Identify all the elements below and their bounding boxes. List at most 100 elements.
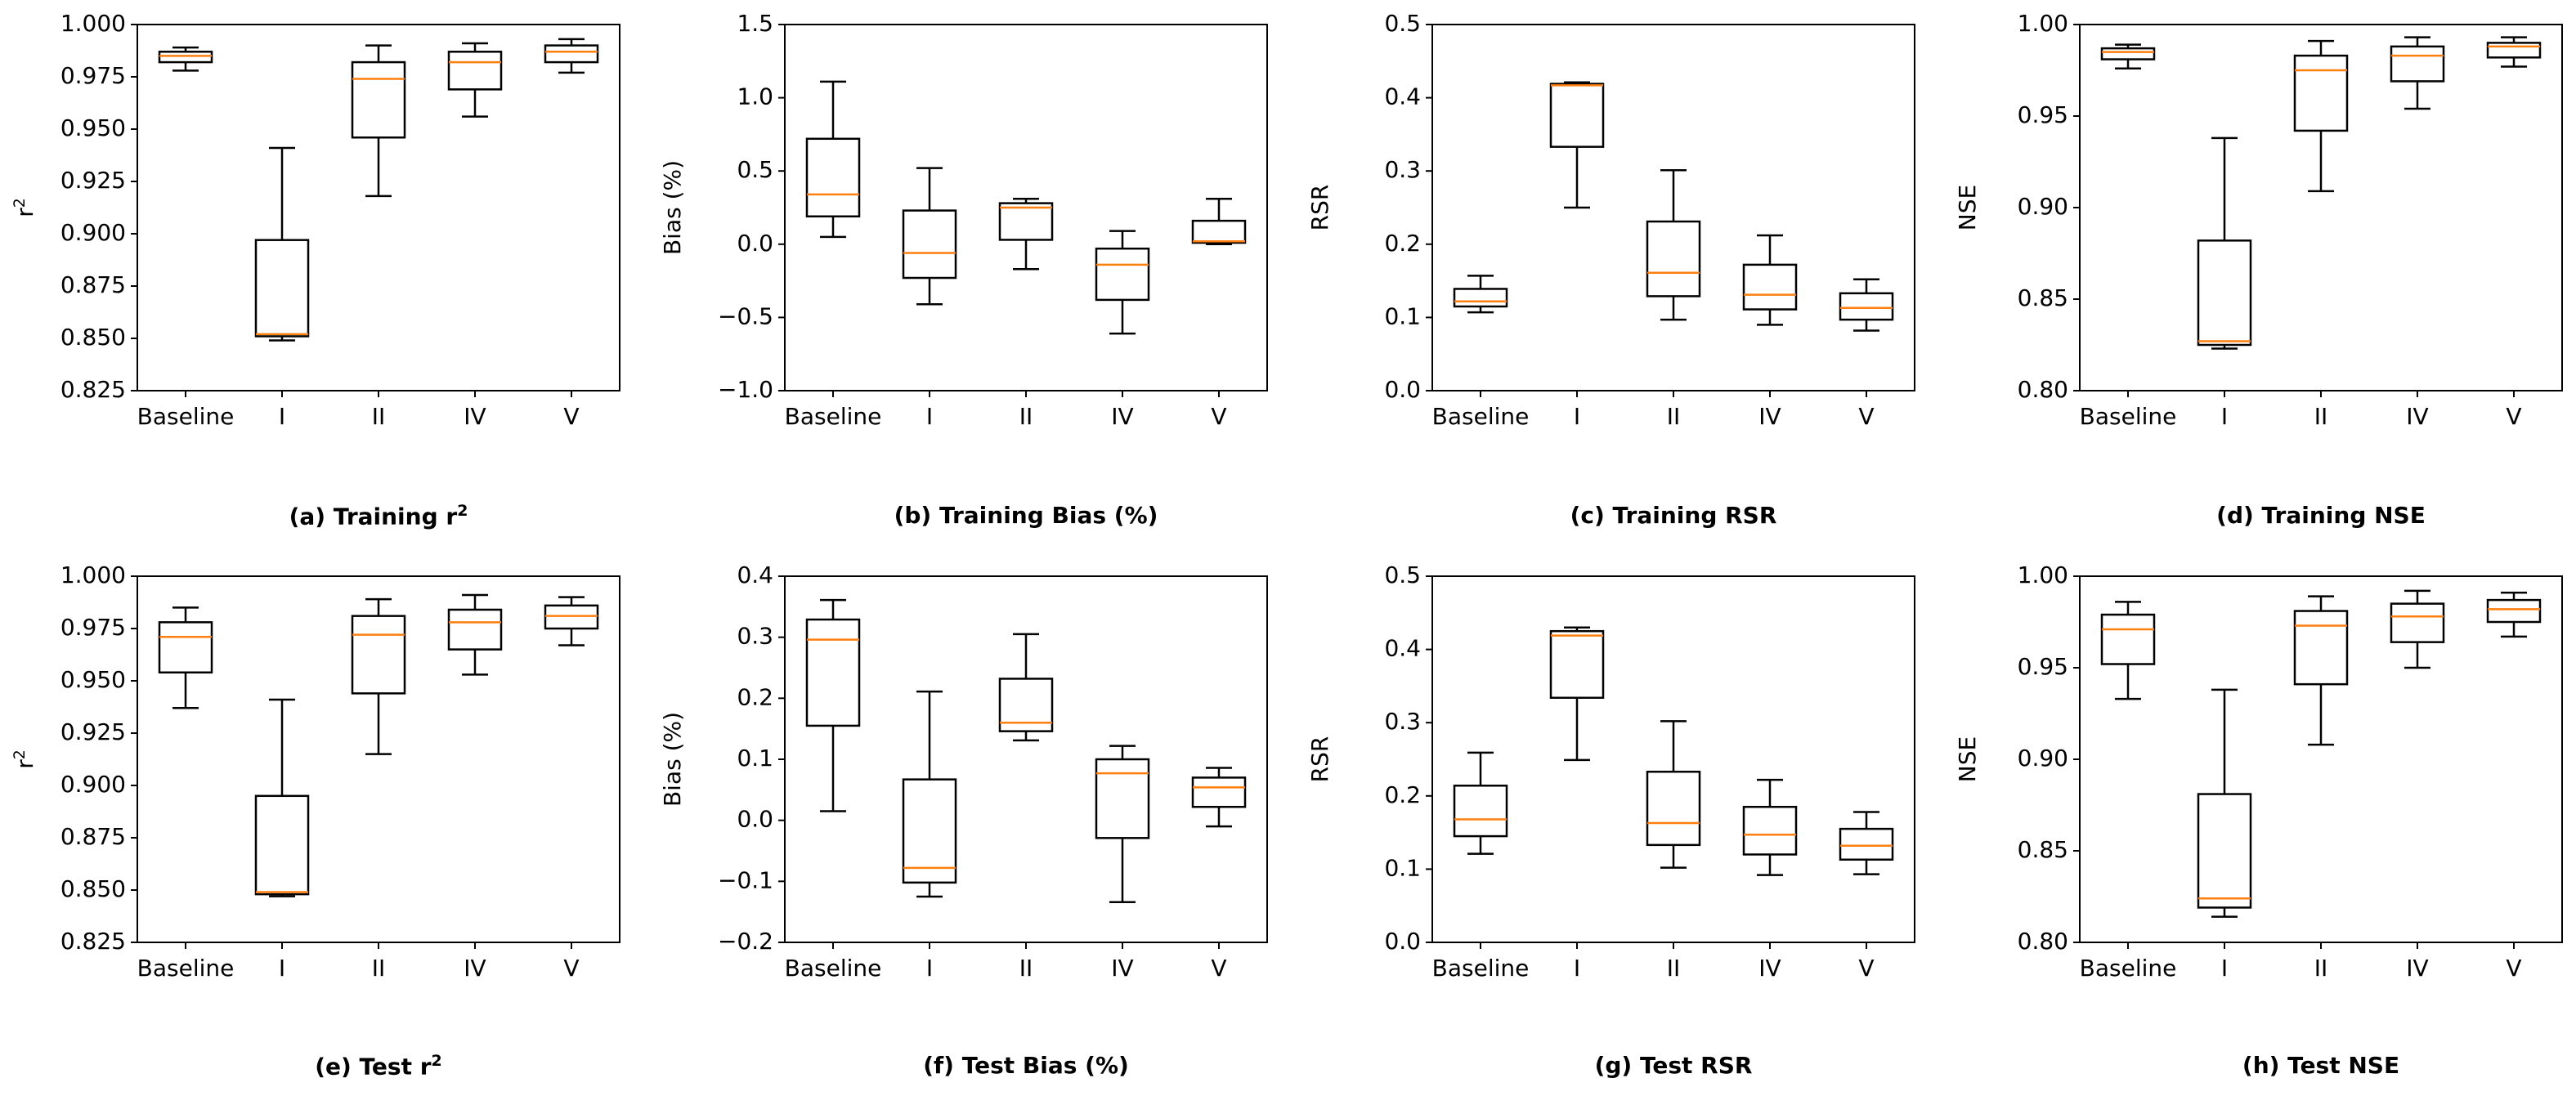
iqr-box	[2100, 613, 2156, 665]
x-tick-label: I	[279, 955, 285, 982]
x-tick-label: Baseline	[2080, 955, 2177, 982]
box-ii: II	[351, 44, 406, 430]
y-axis-label: RSR	[1306, 736, 1333, 783]
iqr-box	[1191, 776, 1247, 808]
box-iv: IV	[1742, 234, 1798, 430]
x-tick-label: II	[2314, 403, 2328, 430]
iqr-box	[2293, 54, 2349, 132]
x-tick-label: II	[1019, 403, 1033, 430]
box-ii: II	[351, 597, 406, 982]
y-axis-label: Bias (%)	[659, 712, 686, 807]
box-iv: IV	[2390, 36, 2445, 430]
y-tick-label: 0.3	[737, 623, 773, 650]
x-tick-label: IV	[1111, 403, 1133, 430]
y-axis-label: NSE	[1954, 185, 1981, 230]
panel-e: 0.825 0.850 0.875 0.900 0.925 0.950 0.975 1.000…	[11, 561, 620, 982]
x-tick-label: Baseline	[2080, 403, 2177, 430]
box-i: I	[254, 146, 310, 430]
x-tick-label: II	[1667, 403, 1681, 430]
x-tick-label: I	[1574, 403, 1580, 430]
box-iv: IV	[1742, 778, 1798, 982]
y-tick-label: 0.3	[1384, 156, 1421, 183]
y-tick-label: 0.875	[60, 823, 126, 850]
panel-caption: (h) Test NSE	[2242, 1052, 2400, 1079]
box-v: V	[2486, 36, 2542, 430]
box-i: I	[1549, 81, 1605, 430]
box-baseline: Baseline	[137, 606, 235, 982]
x-tick-label: Baseline	[137, 403, 235, 430]
iqr-box	[902, 778, 957, 884]
y-tick-label: 0.950	[60, 666, 126, 693]
y-axis-label: NSE	[1954, 736, 1981, 782]
x-tick-label: V	[563, 955, 579, 982]
axes-frame	[784, 24, 1268, 391]
iqr-box	[1646, 770, 1701, 847]
iqr-box	[2197, 793, 2252, 909]
y-tick-label: 0.2	[1384, 230, 1421, 257]
x-tick-label: IV	[2406, 403, 2428, 430]
panel-caption: (b) Training Bias (%)	[894, 502, 1158, 529]
box-i: I	[902, 167, 957, 430]
x-tick-label: IV	[2406, 955, 2428, 982]
iqr-box	[998, 678, 1054, 732]
panel-caption: (d) Training NSE	[2216, 502, 2426, 529]
panel-caption: (e) Test r2	[315, 1052, 442, 1080]
panel-caption: (f) Test Bias (%)	[923, 1052, 1129, 1079]
y-tick-label: 0.80	[2018, 928, 2068, 955]
panel-a: 0.825 0.850 0.875 0.900 0.925 0.950 0.975 1.000…	[11, 10, 620, 430]
y-tick-label: 0.875	[60, 271, 126, 298]
y-axis-label: r2	[11, 198, 38, 217]
box-ii: II	[2293, 39, 2349, 430]
y-tick-label: 0.90	[2018, 193, 2068, 220]
box-iv: IV	[447, 42, 503, 430]
box-ii: II	[998, 197, 1054, 430]
y-tick-label: 0.1	[737, 745, 773, 772]
x-tick-label: Baseline	[137, 955, 235, 982]
box-baseline: Baseline	[1432, 275, 1530, 430]
box-i: I	[902, 690, 957, 982]
x-tick-label: V	[2506, 955, 2521, 982]
y-tick-label: 0.925	[60, 167, 126, 194]
x-tick-label: V	[1211, 403, 1226, 430]
y-tick-label: 0.825	[60, 376, 126, 403]
y-tick-label: 0.85	[2018, 284, 2068, 311]
x-tick-label: V	[2506, 403, 2521, 430]
box-ii: II	[1646, 720, 1701, 982]
box-baseline: Baseline	[2080, 601, 2177, 982]
box-iv: IV	[1095, 745, 1150, 982]
x-tick-label: II	[372, 403, 386, 430]
axes-frame	[2079, 575, 2563, 943]
x-tick-label: V	[1858, 403, 1874, 430]
iqr-box	[1191, 219, 1247, 244]
y-tick-label: 1.5	[737, 10, 773, 37]
y-tick-label: 0.925	[60, 718, 126, 745]
iqr-box	[805, 618, 861, 727]
y-tick-label: 1.00	[2018, 10, 2068, 37]
panel-f: −0.2 −0.1 0.0 0.1 0.2 0.3 0.4 Bias (%) Baseline I…	[659, 561, 1268, 982]
iqr-box	[805, 137, 861, 218]
iqr-box	[1095, 758, 1150, 839]
iqr-box	[902, 209, 957, 280]
panel-caption: (a) Training r2	[289, 502, 468, 530]
y-tick-label: 1.0	[737, 83, 773, 110]
box-baseline: Baseline	[1432, 751, 1529, 982]
y-tick-label: 0.0	[737, 806, 773, 833]
panel-caption: (c) Training RSR	[1570, 502, 1777, 529]
box-v: V	[1191, 197, 1247, 430]
y-tick-label: 0.850	[60, 324, 126, 351]
box-v: V	[1191, 767, 1247, 982]
box-v: V	[1839, 811, 1894, 982]
x-tick-label: V	[563, 403, 579, 430]
x-tick-label: V	[1211, 955, 1226, 982]
iqr-box	[158, 621, 213, 674]
y-tick-label: 0.85	[2018, 836, 2068, 863]
y-tick-label: 1.000	[60, 561, 126, 588]
iqr-box	[351, 60, 406, 139]
x-tick-label: V	[1858, 955, 1874, 982]
x-tick-label: Baseline	[1432, 403, 1530, 430]
y-tick-label: −0.2	[718, 928, 773, 955]
box-ii: II	[1646, 169, 1701, 430]
iqr-box	[2390, 602, 2445, 643]
